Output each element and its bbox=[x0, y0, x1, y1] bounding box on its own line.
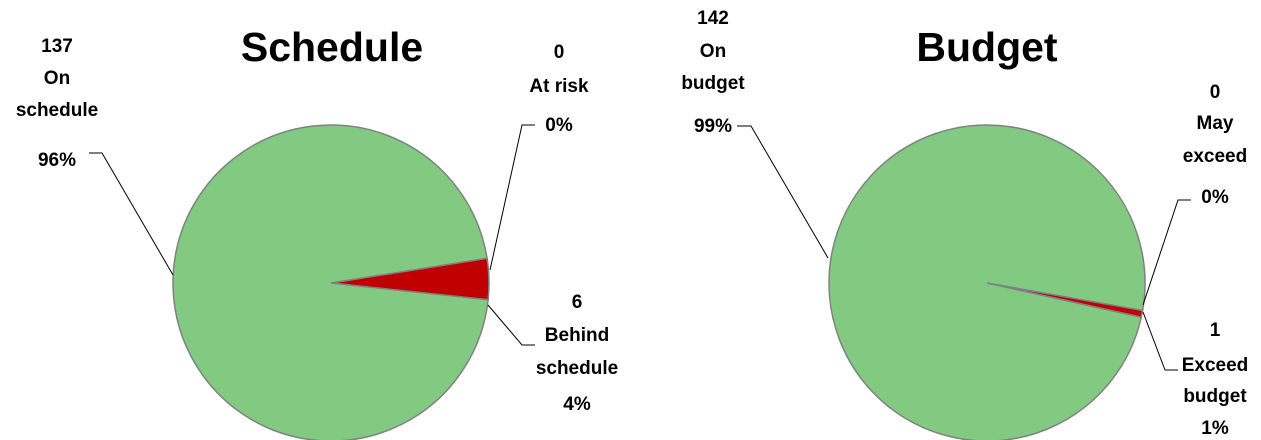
schedule-chart: Schedule 137 On schedule 96% 0 At risk 0… bbox=[16, 24, 618, 440]
at-risk-value: 0 bbox=[554, 42, 565, 63]
behind-schedule-value: 6 bbox=[572, 292, 583, 313]
label-on-budget: 142 On budget 99% bbox=[681, 8, 745, 137]
label-at-risk: 0 At risk 0% bbox=[529, 42, 589, 136]
leader-line-at-risk bbox=[489, 124, 535, 271]
budget-pie bbox=[828, 124, 1146, 440]
may-exceed-name-line2: exceed bbox=[1183, 146, 1247, 167]
may-exceed-name-line1: May bbox=[1197, 113, 1234, 134]
leader-line-behind-schedule bbox=[487, 304, 535, 346]
exceed-budget-percent: 1% bbox=[1201, 418, 1229, 439]
label-may-exceed: 0 May exceed 0% bbox=[1183, 82, 1247, 208]
exceed-budget-name-line1: Exceed bbox=[1182, 355, 1249, 376]
leader-line-on-budget bbox=[737, 125, 829, 259]
may-exceed-percent: 0% bbox=[1201, 187, 1229, 208]
budget-chart: Budget 142 On budget 99% 0 May exceed 0%… bbox=[681, 8, 1248, 440]
on-budget-value: 142 bbox=[697, 8, 729, 29]
leader-line-on-schedule bbox=[89, 152, 174, 276]
behind-schedule-percent: 4% bbox=[563, 394, 591, 415]
behind-schedule-name-line1: Behind bbox=[545, 325, 609, 346]
at-risk-percent: 0% bbox=[545, 115, 573, 136]
on-schedule-name-line2: schedule bbox=[16, 100, 98, 121]
label-behind-schedule: 6 Behind schedule 4% bbox=[536, 292, 618, 415]
leader-line-may-exceed bbox=[1142, 199, 1191, 306]
slice-on-schedule bbox=[172, 124, 489, 440]
slice-on-budget bbox=[828, 124, 1146, 440]
leader-line-exceed-budget bbox=[1142, 311, 1178, 371]
on-budget-name-line2: budget bbox=[681, 73, 745, 94]
budget-title: Budget bbox=[916, 24, 1058, 70]
label-exceed-budget: 1 Exceed budget 1% bbox=[1182, 320, 1249, 439]
exceed-budget-value: 1 bbox=[1210, 320, 1221, 341]
schedule-pie bbox=[172, 124, 490, 440]
on-schedule-value: 137 bbox=[41, 36, 73, 57]
label-on-schedule: 137 On schedule 96% bbox=[16, 36, 98, 171]
on-budget-percent: 99% bbox=[694, 116, 732, 137]
on-budget-name-line1: On bbox=[700, 41, 726, 62]
behind-schedule-name-line2: schedule bbox=[536, 358, 618, 379]
exceed-budget-name-line2: budget bbox=[1183, 386, 1247, 407]
schedule-title: Schedule bbox=[241, 24, 423, 70]
on-schedule-name-line1: On bbox=[44, 68, 70, 89]
on-schedule-percent: 96% bbox=[38, 150, 76, 171]
may-exceed-value: 0 bbox=[1210, 82, 1221, 103]
at-risk-name: At risk bbox=[529, 76, 589, 97]
